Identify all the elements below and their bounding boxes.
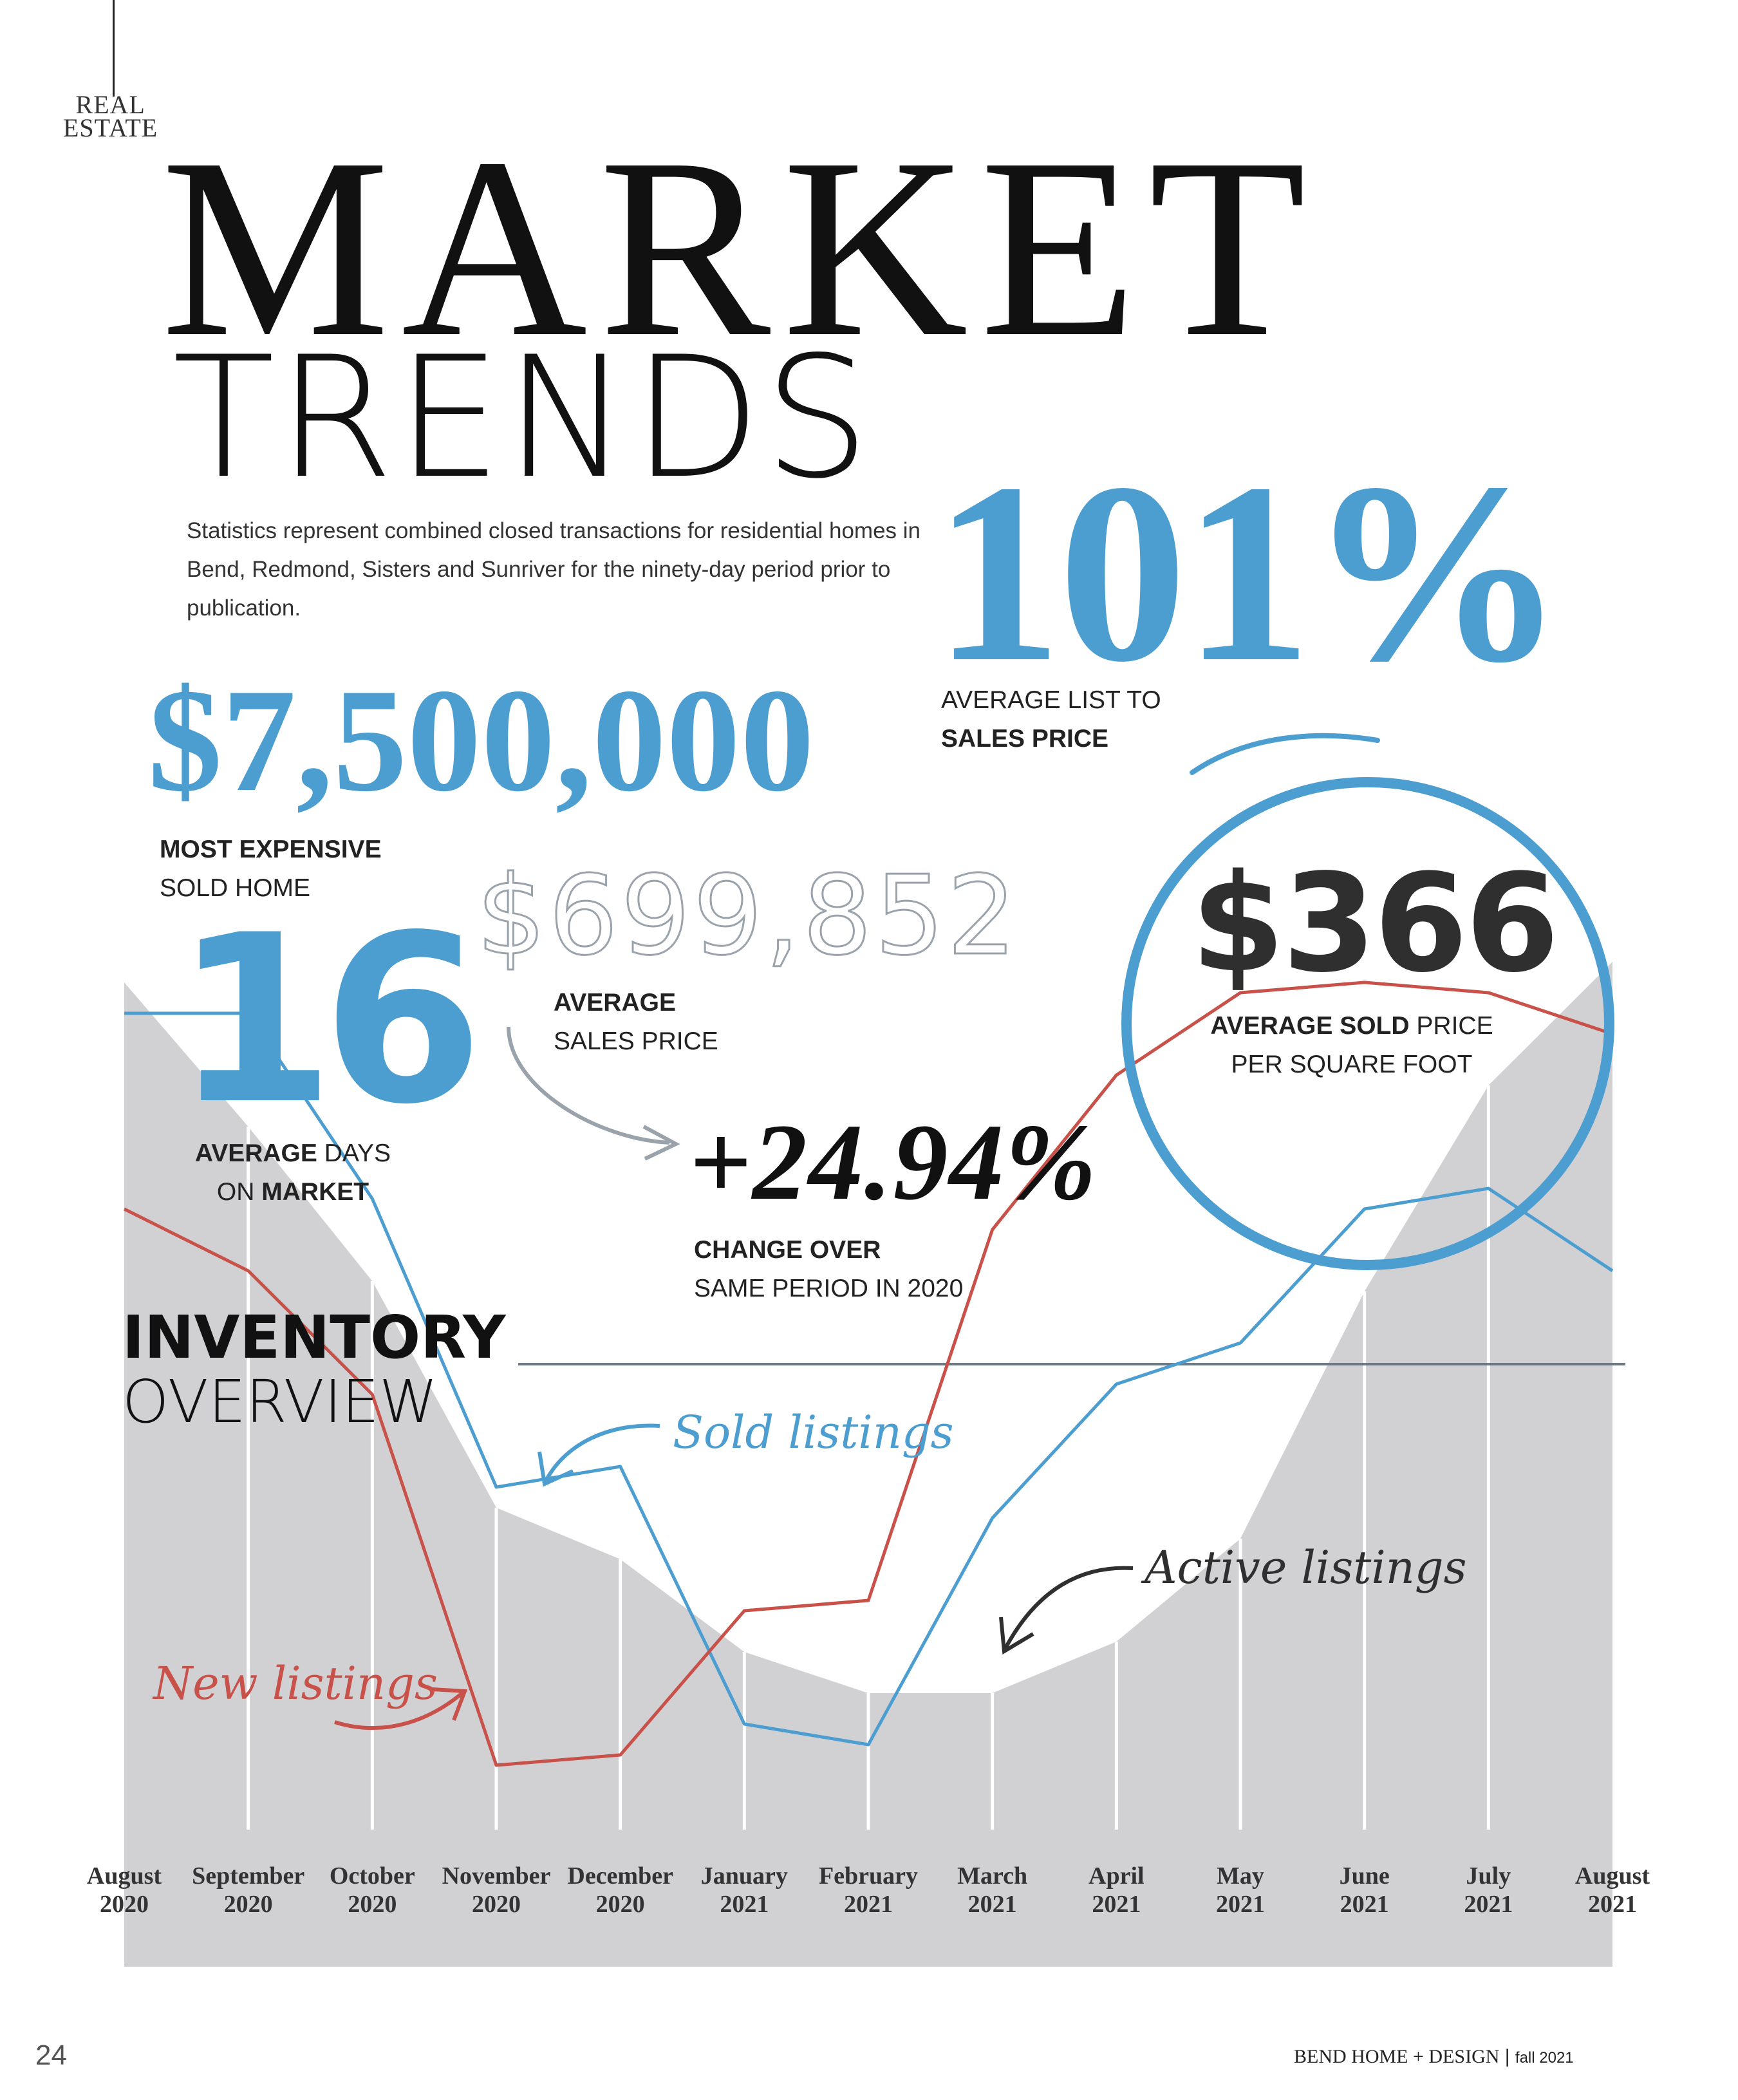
x-tick-month: October bbox=[329, 1862, 415, 1889]
x-tick-month: February bbox=[818, 1862, 919, 1889]
x-tick-month: January bbox=[700, 1862, 788, 1889]
days-label-regular1: DAYS bbox=[324, 1139, 391, 1167]
list-to-sales-label-line2: SALES PRICE bbox=[941, 725, 1109, 753]
x-tick-year: 2021 bbox=[1464, 1891, 1513, 1918]
intro-text: Statistics represent combined closed tra… bbox=[187, 518, 920, 621]
days-label-bold2: MARKET bbox=[261, 1178, 369, 1206]
x-tick-month: April bbox=[1089, 1862, 1145, 1889]
price-label-regular2: PER SQUARE FOOT bbox=[1231, 1051, 1473, 1078]
x-tick-month: November bbox=[442, 1862, 551, 1889]
x-tick-label: May 2021 bbox=[1176, 1862, 1305, 1918]
x-tick-year: 2020 bbox=[223, 1891, 273, 1918]
sales-arrow-icon bbox=[507, 1026, 670, 1145]
footer-separator: | bbox=[1504, 2046, 1515, 2067]
new-listings-line bbox=[123, 980, 1613, 1767]
x-tick-year: 2021 bbox=[1092, 1891, 1141, 1918]
x-tick-year: 2020 bbox=[595, 1891, 645, 1918]
x-tick-month: December bbox=[567, 1862, 673, 1889]
x-tick-year: 2020 bbox=[348, 1891, 397, 1918]
active-arrow-icon bbox=[1004, 1566, 1134, 1649]
average-sales-value: $699,852 bbox=[475, 852, 1020, 980]
change-label-regular: SAME PERIOD IN 2020 bbox=[694, 1275, 964, 1302]
x-tick-year: 2020 bbox=[100, 1891, 149, 1918]
x-tick-month: August bbox=[86, 1862, 162, 1889]
page-title: MARKET bbox=[161, 105, 1318, 390]
average-sales-label-regular: SALES PRICE bbox=[554, 1027, 718, 1055]
x-tick-month: March bbox=[957, 1862, 1028, 1889]
x-tick-label: November 2020 bbox=[432, 1862, 561, 1918]
new-arrow-head-icon bbox=[432, 1687, 468, 1721]
change-value: +24.94% bbox=[689, 1102, 1098, 1223]
issue-name: fall 2021 bbox=[1515, 2049, 1574, 2067]
x-tick-label: August 2020 bbox=[60, 1862, 189, 1918]
x-tick-month: September bbox=[192, 1862, 305, 1889]
x-tick-label: April 2021 bbox=[1052, 1862, 1181, 1918]
x-tick-year: 2021 bbox=[1216, 1891, 1265, 1918]
x-tick-label: March 2021 bbox=[928, 1862, 1057, 1918]
price-per-sqft-value: $366 bbox=[1191, 845, 1559, 1002]
x-tick-label: February 2021 bbox=[804, 1862, 933, 1918]
x-tick-label: September 2020 bbox=[184, 1862, 313, 1918]
new-arrow-icon bbox=[334, 1691, 463, 1730]
page-subtitle: TRENDS bbox=[173, 321, 873, 516]
sold-listings-annotation: Sold listings bbox=[673, 1406, 954, 1459]
most-expensive-label-regular: SOLD HOME bbox=[160, 874, 311, 902]
new-listings-annotation: New listings bbox=[153, 1657, 438, 1710]
sold-arrow-icon bbox=[544, 1423, 660, 1482]
footer: BEND HOME + DESIGN | fall 2021 bbox=[1294, 2046, 1574, 2068]
x-tick-month: July bbox=[1466, 1862, 1511, 1889]
x-tick-label: June 2021 bbox=[1300, 1862, 1429, 1918]
x-tick-month: June bbox=[1339, 1862, 1390, 1889]
days-label-bold1: AVERAGE bbox=[194, 1139, 317, 1167]
active-listings-annotation: Active listings bbox=[1145, 1541, 1467, 1594]
list-to-sales-label: AVERAGE LIST TO SALES PRICE bbox=[941, 681, 1161, 758]
x-tick-year: 2020 bbox=[472, 1891, 521, 1918]
change-label: CHANGE OVER SAME PERIOD IN 2020 bbox=[694, 1231, 963, 1308]
list-to-sales-value: 101% bbox=[933, 430, 1565, 715]
average-sales-label-bold: AVERAGE bbox=[554, 989, 676, 1017]
price-label-regular1: PRICE bbox=[1416, 1012, 1493, 1040]
x-tick-label: August 2021 bbox=[1548, 1862, 1677, 1918]
sold-listings-line bbox=[124, 1011, 1614, 1747]
change-label-bold: CHANGE OVER bbox=[694, 1236, 881, 1264]
publication-name: BEND HOME + DESIGN bbox=[1294, 2046, 1500, 2067]
days-on-market-value: 16 bbox=[174, 885, 483, 1155]
days-on-market-label: AVERAGE DAYS ON MARKET bbox=[187, 1134, 399, 1212]
most-expensive-label: MOST EXPENSIVE SOLD HOME bbox=[160, 830, 382, 908]
price-per-sqft-label: AVERAGE SOLD PRICE PER SQUARE FOOT bbox=[1197, 1007, 1506, 1084]
x-tick-year: 2021 bbox=[720, 1891, 769, 1918]
sold-arrow-head-icon bbox=[537, 1451, 574, 1487]
x-tick-year: 2021 bbox=[844, 1891, 893, 1918]
x-tick-label: January 2021 bbox=[680, 1862, 808, 1918]
section-label-line2: ESTATE bbox=[63, 113, 158, 142]
x-tick-month: May bbox=[1217, 1862, 1264, 1889]
average-sales-label: AVERAGE SALES PRICE bbox=[554, 984, 718, 1061]
days-label-regular2: ON bbox=[216, 1178, 255, 1206]
section-label: REAL ESTATE bbox=[63, 90, 158, 142]
section-label-line1: REAL bbox=[75, 90, 145, 119]
inventory-heading: INVENTORY bbox=[122, 1303, 506, 1372]
active-arrow-head-icon bbox=[999, 1617, 1034, 1655]
list-to-sales-label-line1: AVERAGE LIST TO bbox=[941, 686, 1161, 714]
price-label-bold: AVERAGE SOLD bbox=[1210, 1012, 1410, 1040]
x-tick-month: August bbox=[1574, 1862, 1650, 1889]
x-tick-label: July 2021 bbox=[1424, 1862, 1553, 1918]
section-rule bbox=[113, 0, 115, 97]
most-expensive-value: $7,500,000 bbox=[148, 658, 814, 822]
price-circle bbox=[1121, 777, 1614, 1270]
x-tick-label: October 2020 bbox=[308, 1862, 436, 1918]
inventory-subheading: OVERVIEW bbox=[122, 1367, 438, 1436]
x-tick-label: December 2020 bbox=[556, 1862, 685, 1918]
page-number: 24 bbox=[35, 2039, 67, 2071]
active-listings-curve bbox=[124, 818, 1612, 1693]
x-tick-year: 2021 bbox=[967, 1891, 1017, 1918]
x-tick-year: 2021 bbox=[1340, 1891, 1389, 1918]
sales-arrow-head-icon bbox=[642, 1125, 680, 1161]
x-tick-year: 2021 bbox=[1588, 1891, 1637, 1918]
most-expensive-label-bold: MOST EXPENSIVE bbox=[160, 836, 382, 863]
price-circle-swoosh bbox=[1190, 733, 1380, 775]
